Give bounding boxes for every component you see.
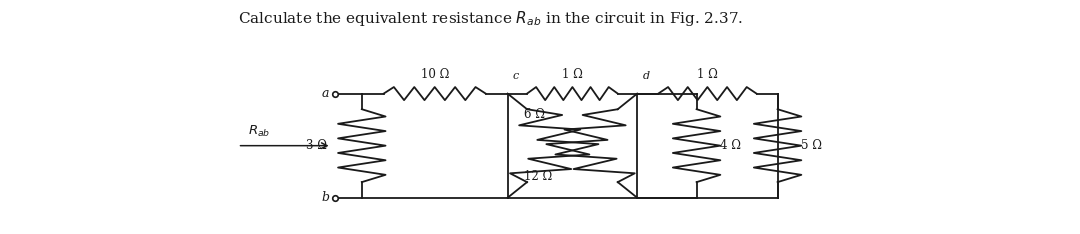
Text: b: b	[322, 191, 329, 204]
Text: 1 Ω: 1 Ω	[562, 68, 583, 81]
Text: 1 Ω: 1 Ω	[697, 68, 718, 81]
Text: 10 Ω: 10 Ω	[420, 68, 449, 81]
Text: Calculate the equivalent resistance $R_{ab}$ in the circuit in Fig. 2.37.: Calculate the equivalent resistance $R_{…	[238, 9, 743, 28]
Text: d: d	[643, 71, 650, 81]
Text: 12 Ω: 12 Ω	[524, 170, 552, 183]
Text: 3 Ω: 3 Ω	[307, 139, 327, 152]
Text: $R_{ab}$: $R_{ab}$	[248, 124, 270, 139]
Text: 5 Ω: 5 Ω	[801, 139, 822, 152]
Text: a: a	[322, 87, 329, 100]
Text: 4 Ω: 4 Ω	[720, 139, 741, 152]
Text: 6 Ω: 6 Ω	[524, 108, 544, 121]
Text: c: c	[513, 71, 519, 81]
